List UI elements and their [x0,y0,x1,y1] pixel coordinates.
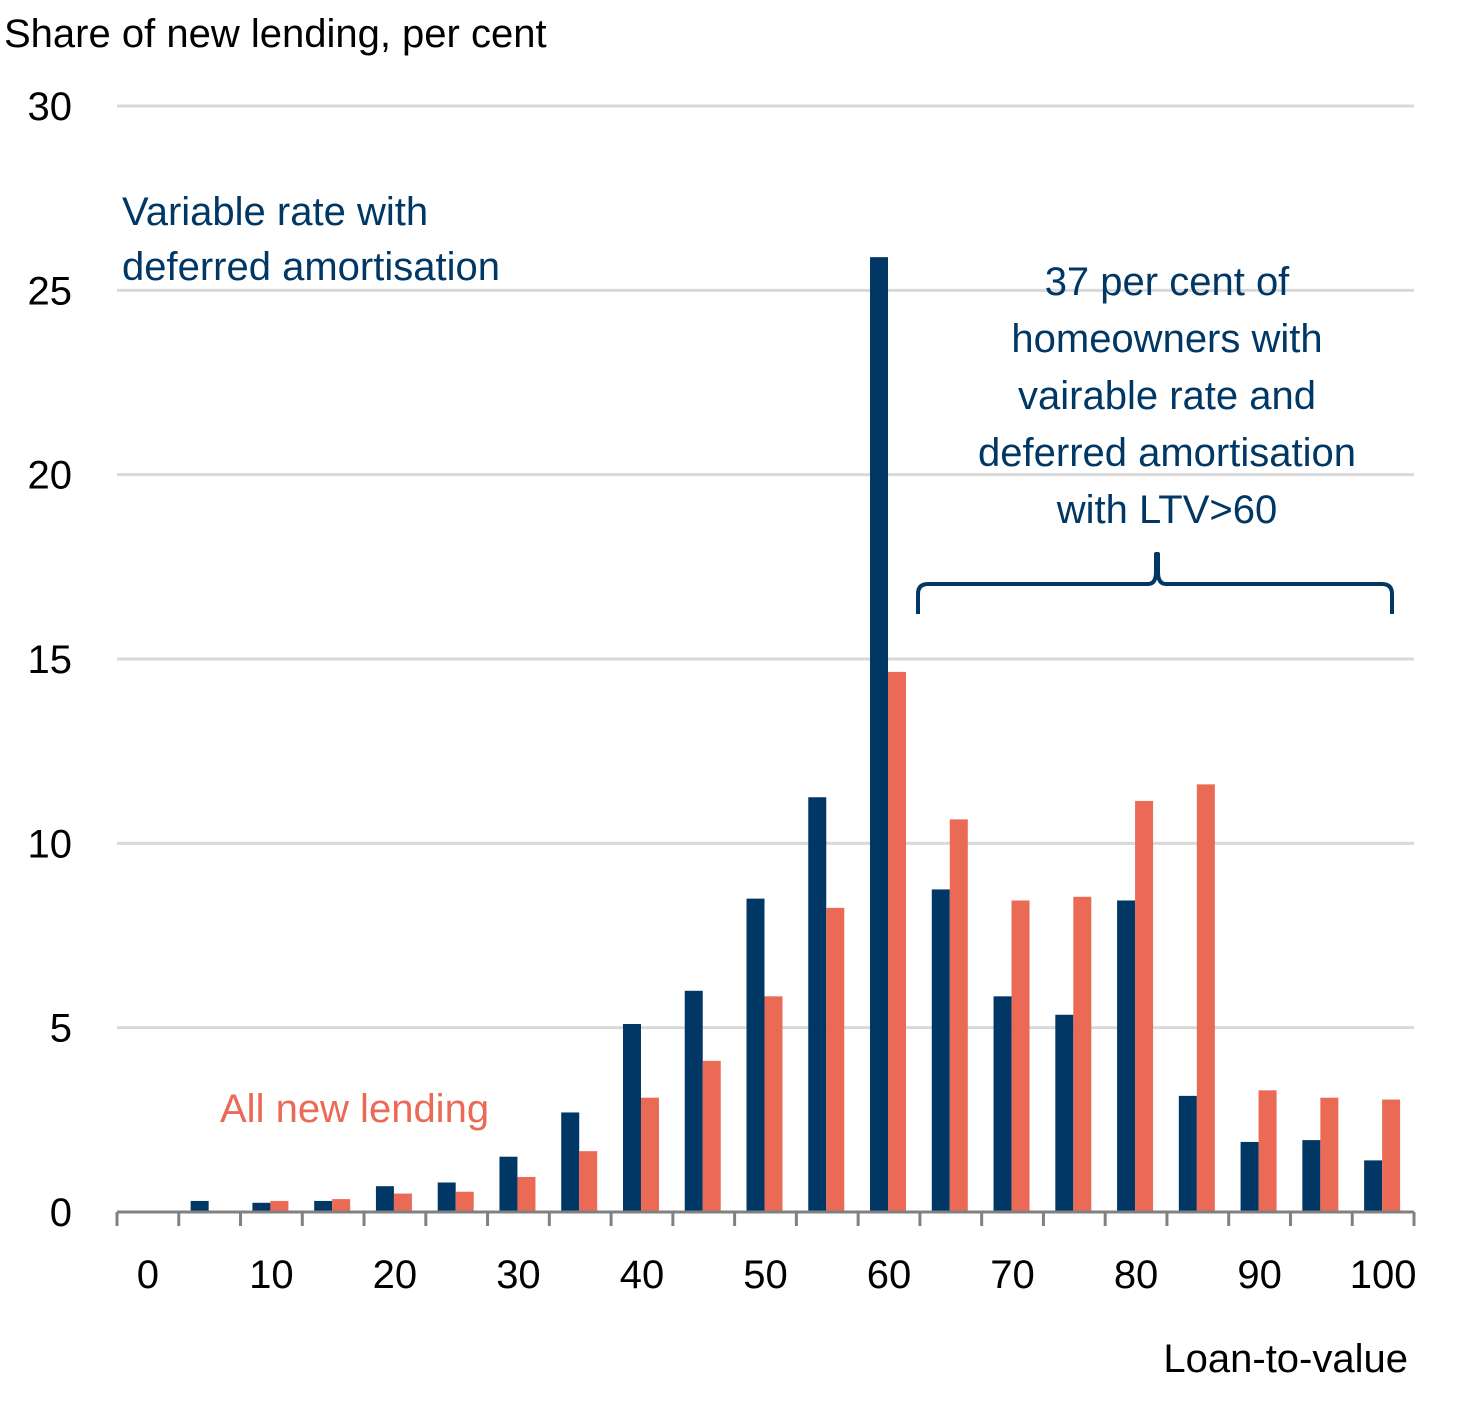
bar-variable-rate-80 [1117,900,1136,1212]
bar-variable-rate-55 [808,797,827,1212]
y-tick-label: 30 [28,85,73,129]
bar-all-lending-70 [1011,900,1030,1212]
x-tick-label: 10 [249,1253,294,1297]
bar-all-lending-100 [1382,1099,1401,1212]
bars [190,257,1401,1212]
bar-variable-rate-30 [499,1156,518,1212]
bar-variable-rate-20 [375,1186,394,1212]
bar-variable-rate-65 [931,889,950,1212]
brace-label-line4: deferred amortisation [978,431,1356,475]
bar-all-lending-20 [393,1193,412,1212]
y-tick-labels: 0 5 10 15 20 25 30 [28,85,73,1235]
y-axis-title: Share of new lending, per cent [4,12,547,56]
bar-all-lending-40 [640,1097,659,1212]
bar-variable-rate-15 [314,1200,333,1212]
bar-all-lending-15 [332,1199,351,1212]
x-axis-title: Loan-to-value [1163,1337,1408,1381]
bar-all-lending-35 [579,1151,598,1212]
y-tick-label: 0 [50,1191,72,1235]
x-tick-label: 90 [1237,1253,1282,1297]
bar-variable-rate-35 [561,1112,580,1212]
y-tick-label: 5 [50,1007,72,1051]
bar-variable-rate-25 [437,1182,456,1212]
bar-all-lending-65 [949,819,968,1212]
x-tick-label: 60 [867,1253,912,1297]
bar-variable-rate-45 [684,990,703,1212]
bar-all-lending-85 [1196,784,1215,1212]
bar-variable-rate-70 [993,996,1012,1212]
bar-variable-rate-75 [1055,1014,1074,1212]
bar-all-lending-50 [764,996,783,1212]
series1-label-line2: deferred amortisation [122,245,500,289]
y-tick-label: 25 [28,269,73,313]
bar-variable-rate-40 [622,1023,641,1212]
series2-annotation: All new lending [220,1087,489,1131]
y-tick-label: 10 [28,822,73,866]
brace-label-line1: 37 per cent of [1045,260,1290,304]
bar-all-lending-80 [1135,800,1154,1212]
bar-variable-rate-95 [1302,1140,1321,1212]
series1-annotation: Variable rate with deferred amortisation [122,190,500,289]
x-tick-label: 80 [1114,1253,1159,1297]
x-tick-label: 40 [620,1253,665,1297]
x-tick-label: 70 [990,1253,1035,1297]
brace-annotation: 37 per cent of homeowners with vairable … [916,260,1394,614]
bar-variable-rate-5 [190,1200,209,1212]
x-tick-label: 0 [137,1253,159,1297]
x-tick-label: 50 [743,1253,788,1297]
bar-all-lending-10 [270,1200,289,1212]
bar-all-lending-95 [1320,1097,1339,1212]
x-tick-label: 30 [496,1253,541,1297]
x-axis [115,1210,1416,1226]
bar-all-lending-45 [702,1060,721,1212]
bar-variable-rate-85 [1178,1095,1197,1212]
bar-all-lending-60 [888,671,907,1212]
bar-all-lending-30 [517,1176,536,1212]
bar-all-lending-25 [455,1191,474,1212]
bar-all-lending-90 [1258,1090,1277,1212]
brace-label-line2: homeowners with [1011,317,1322,361]
y-tick-label: 15 [28,638,73,682]
brace-label-line5: with LTV>60 [1056,488,1278,532]
bar-variable-rate-90 [1240,1141,1259,1212]
bar-variable-rate-60 [870,257,889,1212]
bar-variable-rate-50 [746,898,765,1212]
bar-variable-rate-10 [252,1202,271,1212]
y-tick-label: 20 [28,454,73,498]
series1-label-line1: Variable rate with [122,190,428,234]
brace-label-line3: vairable rate and [1018,374,1316,418]
curly-brace [916,552,1394,614]
x-tick-labels: 0 10 20 30 40 50 60 70 80 90 100 [137,1253,1417,1297]
bar-variable-rate-100 [1364,1160,1383,1212]
x-tick-label: 20 [373,1253,418,1297]
x-tick-label: 100 [1350,1253,1417,1297]
bar-all-lending-75 [1073,896,1092,1212]
bar-all-lending-55 [826,907,845,1212]
